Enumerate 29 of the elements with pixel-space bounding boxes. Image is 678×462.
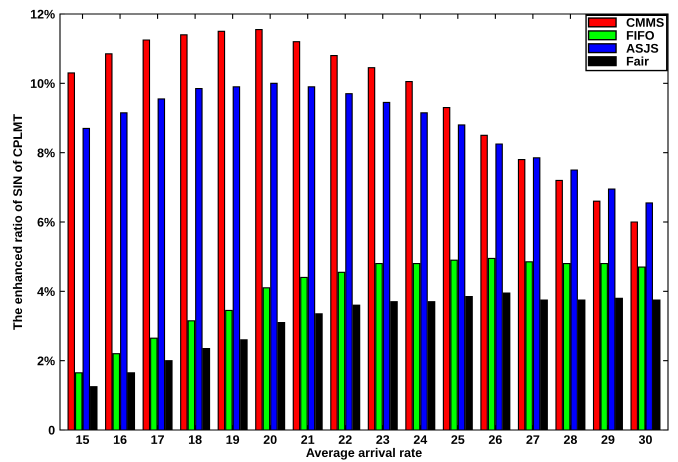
x-tick-label: 19 [226,435,240,444]
x-tick-label: 15 [76,435,90,444]
x-tick-label: 28 [564,435,577,444]
x-tick-label: 25 [451,435,464,444]
x-tick-label: 20 [264,435,277,444]
y-tick-label: 2% [38,356,55,366]
x-tick-label: 26 [488,435,502,444]
x-tick-label: 30 [638,435,652,444]
x-tick-label: 21 [301,435,314,444]
y-tick-label: 10% [30,79,55,88]
x-tick-label: 22 [338,435,352,444]
legend-label: ASJS [626,44,658,53]
x-tick-label: 27 [526,435,540,444]
y-tick-label: 4% [37,287,55,296]
legend-label: Fair [626,56,649,66]
x-tick-label: 24 [414,435,428,444]
legend-label: CMMS [626,18,664,27]
x-tick-label: 23 [376,435,390,444]
y-tick-label: 12% [30,10,55,19]
y-tick-label: 8% [37,148,55,158]
x-tick-label: 18 [188,435,202,444]
y-axis-title: The enhanced ratio of SIN of CPLMT [12,114,22,330]
legend-label: FIFO [626,30,654,40]
y-tick-label: 6% [38,218,55,227]
x-tick-label: 16 [114,435,127,444]
x-tick-label: 29 [601,435,614,444]
y-tick-label: 0 [48,426,55,435]
x-tick-label: 17 [151,435,164,444]
x-axis-title: Average arrival rate [306,448,422,460]
